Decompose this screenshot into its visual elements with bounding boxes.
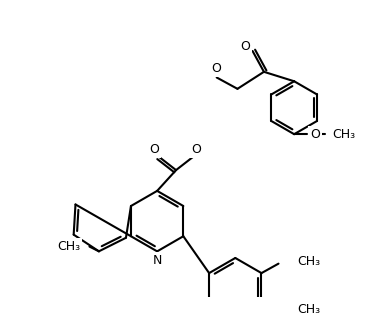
Text: CH₃: CH₃ (298, 255, 320, 268)
Text: O: O (212, 62, 222, 74)
Text: O: O (149, 143, 159, 156)
Text: O: O (240, 40, 250, 53)
Text: O: O (310, 128, 320, 141)
Text: CH₃: CH₃ (332, 128, 355, 141)
Text: N: N (152, 254, 162, 267)
Text: O: O (191, 143, 201, 156)
Text: CH₃: CH₃ (57, 240, 80, 253)
Text: CH₃: CH₃ (298, 303, 320, 314)
